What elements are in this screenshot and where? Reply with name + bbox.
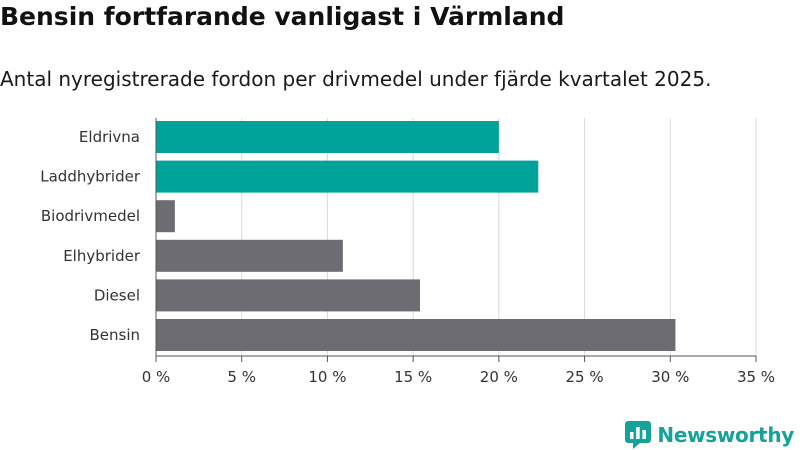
x-tick-label: 0 % xyxy=(142,368,171,386)
category-labels: Eldrivna Laddhybrider Biodrivmedel Elhybrid… xyxy=(40,128,141,344)
chart-subtitle: Antal nyregistrerade fordon per drivmede… xyxy=(0,67,712,91)
newsworthy-logo-icon xyxy=(625,421,652,449)
category-label: Laddhybrider xyxy=(40,168,141,186)
bar xyxy=(156,160,539,193)
bar xyxy=(156,200,175,233)
x-axis: 0 % 5 % 10 % 15 % 20 % 25 % 30 % 35 % xyxy=(142,118,775,386)
gridlines xyxy=(241,118,757,356)
bar xyxy=(156,121,499,153)
category-label: Eldrivna xyxy=(79,128,140,146)
x-tick-label: 15 % xyxy=(394,368,432,386)
chart-title: Bensin fortfarande vanligast i Värmland xyxy=(0,2,565,31)
category-label: Diesel xyxy=(94,286,140,304)
bar xyxy=(156,319,676,351)
brand-name: Newsworthy xyxy=(657,423,794,447)
bar xyxy=(156,279,420,312)
newsworthy-brand: Newsworthy xyxy=(625,420,794,450)
category-label: Elhybrider xyxy=(63,247,141,265)
x-tick-label: 35 % xyxy=(737,368,775,386)
category-label: Biodrivmedel xyxy=(41,207,140,225)
category-label: Bensin xyxy=(89,326,140,344)
x-tick-label: 30 % xyxy=(651,368,689,386)
bar xyxy=(156,239,343,272)
bars xyxy=(156,121,676,351)
x-tick-label: 25 % xyxy=(566,368,604,386)
x-tick-label: 10 % xyxy=(308,368,346,386)
x-tick-label: 20 % xyxy=(480,368,518,386)
x-tick-label: 5 % xyxy=(227,368,256,386)
